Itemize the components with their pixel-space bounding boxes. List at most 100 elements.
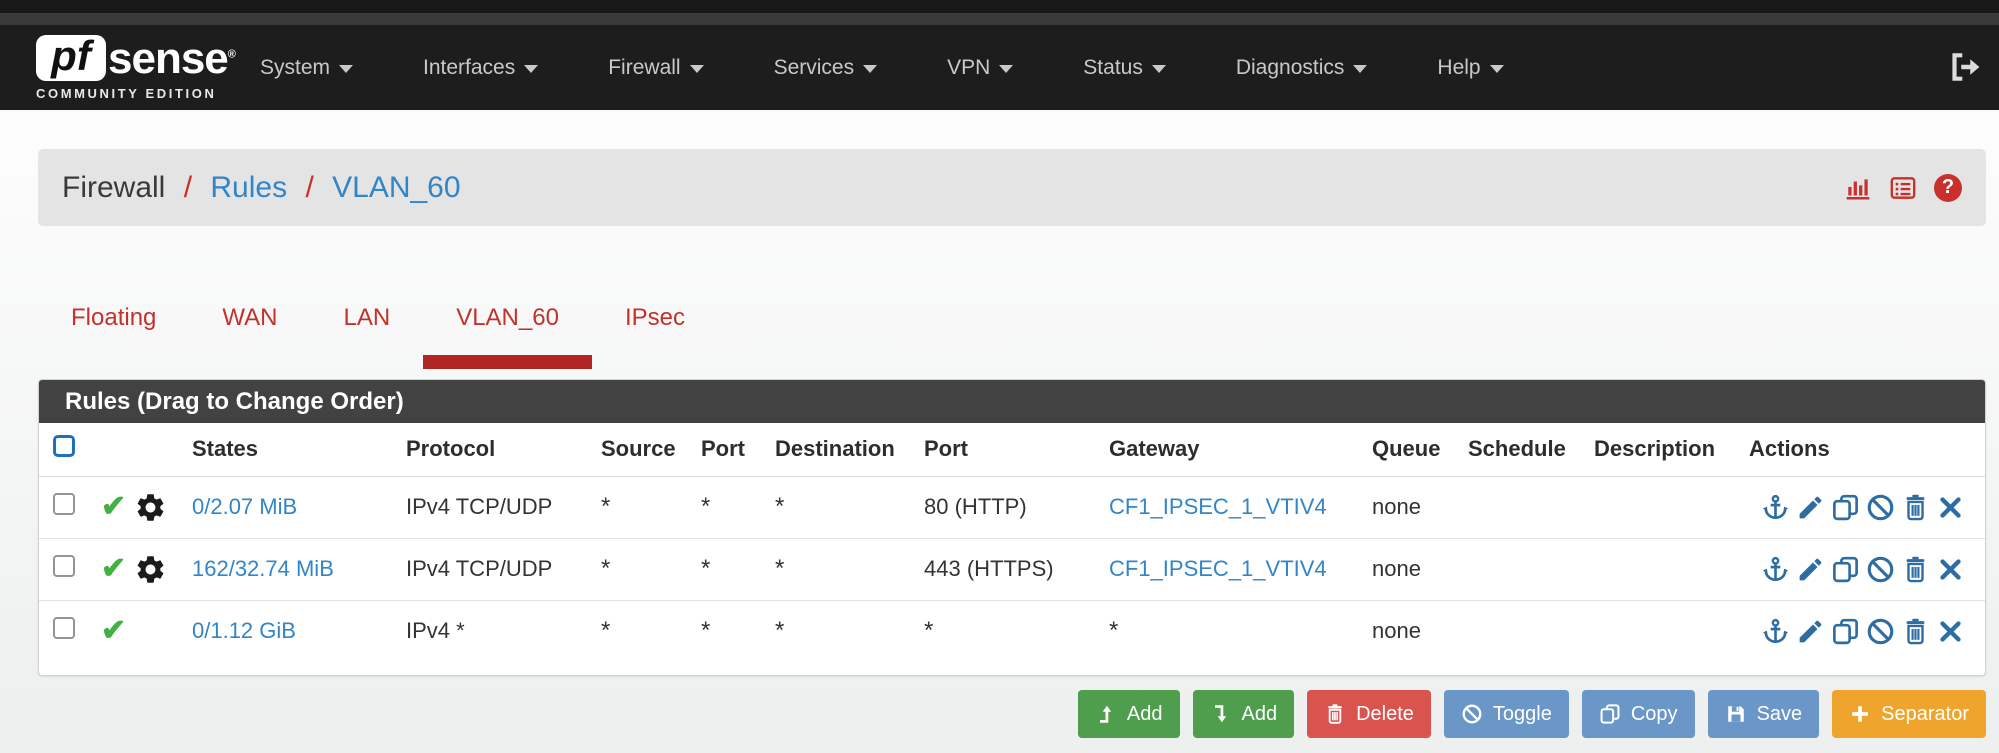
copy-icon[interactable]	[1831, 493, 1860, 522]
delete-trash-icon[interactable]	[1901, 617, 1930, 646]
copy-icon[interactable]	[1831, 555, 1860, 584]
select-all-checkbox[interactable]	[53, 435, 75, 458]
description-cell	[1580, 599, 1735, 662]
col-destination: Destination	[761, 423, 910, 477]
tab-wan[interactable]: WAN	[222, 303, 278, 331]
menu-interfaces[interactable]: Interfaces	[423, 56, 539, 80]
disable-ban-icon[interactable]	[1866, 555, 1895, 584]
copy-icon	[1600, 704, 1620, 724]
registered-mark: ®	[227, 47, 236, 60]
bar-chart-icon[interactable]	[1844, 174, 1872, 202]
level-up-icon	[1099, 705, 1112, 723]
rule-row-http[interactable]: ✔ 0/2.07 MiB IPv4 TCP/UDP * * * 80 (HTTP…	[39, 476, 1985, 538]
disable-ban-icon[interactable]	[1866, 493, 1895, 522]
add-separator-button[interactable]: Separator	[1832, 690, 1986, 738]
window-strip	[0, 13, 1999, 25]
destination-cell: *	[775, 493, 785, 520]
copy-icon[interactable]	[1831, 617, 1860, 646]
anchor-icon[interactable]	[1761, 493, 1790, 522]
chevron-down-icon	[689, 65, 704, 73]
level-down-icon	[1214, 705, 1226, 723]
toggle-rules-button[interactable]: Toggle	[1443, 690, 1569, 738]
gateway-link[interactable]: CF1_IPSEC_1_VTIV4	[1109, 556, 1327, 581]
anchor-icon[interactable]	[1761, 617, 1790, 646]
states-link[interactable]: 0/1.12 GiB	[192, 618, 296, 644]
sign-out-icon[interactable]	[1947, 49, 1983, 85]
community-edition-label: COMMUNITY EDITION	[36, 85, 217, 101]
advanced-options-gear-icon	[137, 555, 164, 583]
menu-vpn[interactable]: VPN	[947, 56, 1014, 80]
row-actions	[1735, 493, 1985, 522]
delete-rules-button[interactable]: Delete	[1307, 690, 1431, 738]
breadcrumb-separator: /	[305, 170, 314, 204]
help-question-icon[interactable]: ?	[1934, 173, 1962, 202]
remove-x-icon[interactable]	[1936, 555, 1965, 584]
rule-row-default[interactable]: ✔ 0/1.12 GiB IPv4 * * * * * * none	[39, 599, 1985, 662]
edit-pencil-icon[interactable]	[1796, 555, 1825, 584]
tab-floating[interactable]: Floating	[71, 303, 157, 331]
col-gateway: Gateway	[1095, 423, 1358, 477]
dst-port-cell: 443 (HTTPS)	[910, 537, 1095, 600]
row-checkbox[interactable]	[53, 617, 75, 640]
queue-cell: none	[1358, 537, 1454, 600]
src-port-cell: *	[701, 493, 711, 520]
pfsense-logo[interactable]: pf sense® COMMUNITY EDITION	[36, 32, 260, 101]
trash-icon	[1328, 704, 1342, 724]
plus-icon	[1852, 706, 1868, 722]
anchor-icon[interactable]	[1761, 555, 1790, 584]
rule-row-https[interactable]: ✔ 162/32.74 MiB IPv4 TCP/UDP * * * 443 (…	[39, 537, 1985, 600]
menu-system[interactable]: System	[260, 56, 354, 80]
delete-trash-icon[interactable]	[1901, 555, 1930, 584]
chevron-down-icon	[1151, 65, 1166, 73]
remove-x-icon[interactable]	[1936, 617, 1965, 646]
rules-panel-title: Rules (Drag to Change Order)	[65, 387, 404, 415]
edit-pencil-icon[interactable]	[1796, 617, 1825, 646]
save-rules-button[interactable]: Save	[1707, 690, 1820, 738]
breadcrumb-separator: /	[183, 170, 193, 204]
add-rule-bottom-button[interactable]: Add	[1192, 690, 1295, 738]
dst-port-cell: 80 (HTTP)	[924, 494, 1027, 519]
rule-enabled-check-icon[interactable]: ✔	[101, 552, 127, 585]
delete-trash-icon[interactable]	[1901, 493, 1930, 522]
col-source: Source	[587, 423, 687, 477]
menu-status[interactable]: Status	[1083, 56, 1166, 80]
chevron-down-icon	[1489, 65, 1504, 73]
description-cell	[1580, 476, 1735, 538]
rules-footer-toolbar: Add Add Delete Toggle Copy	[38, 690, 1986, 738]
states-link[interactable]: 0/2.07 MiB	[192, 494, 298, 519]
schedule-cell	[1454, 537, 1580, 600]
dst-port-cell: *	[910, 599, 1095, 662]
states-link[interactable]: 162/32.74 MiB	[192, 556, 334, 581]
tab-lan[interactable]: LAN	[343, 303, 391, 331]
breadcrumb-vlan60-link[interactable]: VLAN_60	[332, 170, 461, 204]
sense-logo-text: sense®	[108, 33, 236, 83]
log-list-icon[interactable]	[1889, 174, 1917, 202]
disable-ban-icon[interactable]	[1866, 617, 1895, 646]
gateway-link[interactable]: CF1_IPSEC_1_VTIV4	[1109, 494, 1327, 519]
breadcrumb-rules-link[interactable]: Rules	[210, 170, 288, 204]
rules-panel: Rules (Drag to Change Order) States Prot…	[38, 379, 1986, 676]
add-rule-top-button[interactable]: Add	[1077, 690, 1180, 738]
copy-rules-button[interactable]: Copy	[1581, 690, 1695, 738]
rule-enabled-check-icon[interactable]: ✔	[101, 614, 127, 648]
src-port-cell: *	[687, 599, 761, 662]
queue-cell: none	[1372, 494, 1421, 519]
row-actions	[1735, 617, 1985, 646]
menu-help[interactable]: Help	[1437, 56, 1504, 80]
tab-vlan60[interactable]: VLAN_60	[423, 280, 592, 369]
tab-ipsec[interactable]: IPsec	[624, 303, 685, 331]
table-header-row: States Protocol Source Port Destination …	[39, 423, 1985, 477]
row-checkbox[interactable]	[53, 555, 75, 577]
remove-x-icon[interactable]	[1936, 493, 1965, 522]
menu-diagnostics[interactable]: Diagnostics	[1236, 56, 1368, 80]
chevron-down-icon	[999, 65, 1014, 73]
src-port-cell: *	[687, 537, 761, 600]
schedule-cell	[1454, 599, 1580, 662]
rules-table: States Protocol Source Port Destination …	[39, 423, 1985, 662]
row-checkbox[interactable]	[53, 493, 75, 515]
protocol-cell: IPv4 TCP/UDP	[392, 537, 587, 600]
menu-services[interactable]: Services	[774, 56, 878, 80]
rule-enabled-check-icon[interactable]: ✔	[101, 490, 127, 523]
menu-firewall[interactable]: Firewall	[608, 56, 704, 80]
edit-pencil-icon[interactable]	[1796, 493, 1825, 522]
